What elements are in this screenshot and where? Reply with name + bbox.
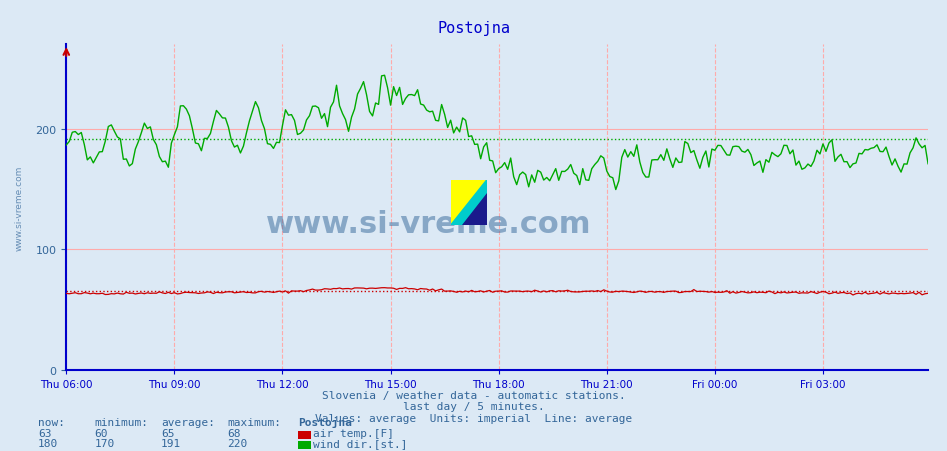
Text: www.si-vreme.com: www.si-vreme.com <box>14 165 24 250</box>
Text: Postojna: Postojna <box>298 416 352 427</box>
Polygon shape <box>451 180 487 226</box>
Text: now:: now: <box>38 417 65 427</box>
Text: Slovenia / weather data - automatic stations.: Slovenia / weather data - automatic stat… <box>322 390 625 400</box>
Text: minimum:: minimum: <box>95 417 149 427</box>
Text: 170: 170 <box>95 438 115 448</box>
Text: www.si-vreme.com: www.si-vreme.com <box>265 209 591 238</box>
Text: 191: 191 <box>161 438 181 448</box>
Polygon shape <box>451 180 487 226</box>
Text: Postojna: Postojna <box>437 21 510 36</box>
Text: Values: average  Units: imperial  Line: average: Values: average Units: imperial Line: av… <box>314 413 633 423</box>
Bar <box>298 431 311 439</box>
Bar <box>298 441 311 449</box>
Text: 180: 180 <box>38 438 58 448</box>
Text: average:: average: <box>161 417 215 427</box>
Text: last day / 5 minutes.: last day / 5 minutes. <box>402 401 545 411</box>
Polygon shape <box>461 194 487 226</box>
Text: 65: 65 <box>161 428 174 438</box>
Text: wind dir.[st.]: wind dir.[st.] <box>313 438 408 448</box>
Text: 60: 60 <box>95 428 108 438</box>
Text: 68: 68 <box>227 428 241 438</box>
Text: 220: 220 <box>227 438 247 448</box>
Text: maximum:: maximum: <box>227 417 281 427</box>
Text: air temp.[F]: air temp.[F] <box>313 428 395 438</box>
Text: 63: 63 <box>38 428 51 438</box>
